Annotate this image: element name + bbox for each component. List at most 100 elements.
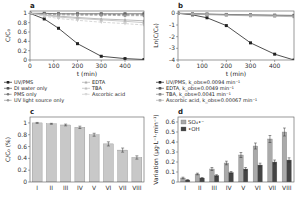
x-tick-label: II [198,184,202,191]
series-marker [76,42,79,45]
series-marker [191,13,194,16]
legend-label: Ascorbic acid, k_obs=0.00067 min⁻¹ [166,97,257,104]
y-tick-label: 0.2 [17,47,27,54]
legend-swatch [181,127,186,131]
bar [89,135,99,182]
error-bar [230,172,233,174]
y-tick [176,122,178,123]
y-tick-label: 1 [23,119,27,126]
error-bar [182,177,185,179]
legend-label: SO₄•⁻ [188,119,204,125]
y-tick [176,36,178,37]
y-tick-label: 0 [23,56,27,63]
series-marker [225,13,228,16]
x-tick-label: 400 [269,62,281,69]
x-tick-label: 300 [96,62,108,69]
error-bar [121,148,124,152]
panel-line: a00.20.40.60.81C/C₀0100200300400t (min)U… [4,2,146,104]
series-marker [123,19,126,22]
x-tick-label: 300 [245,62,257,69]
y-tick [176,182,178,183]
series-line [178,13,294,16]
bar [272,162,277,182]
series-marker [225,24,228,27]
legend: SO₄•⁻•OH [181,119,204,132]
legend-marker [7,93,10,96]
series-marker [191,12,194,15]
x-tick-label: 0 [176,62,180,69]
series-marker [100,14,103,17]
series-marker [249,14,252,17]
bar [229,173,234,183]
series-marker [191,13,194,16]
legend-swatch [156,88,164,89]
series-marker [273,53,276,56]
x-axis-label: t (min) [77,70,97,77]
legend-swatch [156,94,164,95]
x-tick-label: VII [268,184,276,191]
y-tick-label: 0.2 [17,166,27,173]
y-tick [176,48,178,49]
panel-bar: d00.10.20.30.40.50.6Variation (μg·L⁻¹·mi… [152,108,294,191]
legend-swatch [4,100,12,101]
x-tick-label: V [241,184,246,191]
panel-title: d [178,108,183,116]
y-tick-label: -3 [169,44,175,51]
legend-marker [85,81,88,84]
legend-marker [159,93,162,96]
y-tick-label: -2 [169,33,175,40]
x-tick-label: 0 [28,62,32,69]
series-marker [57,27,60,30]
x-tick-label: VI [105,184,111,191]
bar [282,132,287,182]
y-tick-label: 1 [23,9,27,16]
series-marker [206,13,209,16]
plot-frame [30,117,144,182]
y-tick-label: 0.6 [17,28,27,35]
y-axis-label: C/C₀ (%) [4,137,11,162]
bar [132,157,142,182]
error-bar [283,128,286,136]
y-tick-label: 0 [23,178,27,185]
error-bar [201,178,204,179]
series-line [30,13,144,25]
x-tick-label: VIII [132,184,142,191]
legend-swatch [4,88,12,89]
legend-marker [85,87,88,90]
legend-swatch [4,82,12,83]
y-tick [176,142,178,143]
series-line [30,13,144,20]
bar [195,174,200,182]
bar [268,139,273,182]
panel-title: b [178,2,183,10]
error-bar [107,142,110,146]
x-tick-label: II [50,184,54,191]
y-axis-label: Variation (μg·L⁻¹·min⁻¹) [152,114,160,184]
bar [210,169,215,182]
error-bar [93,133,96,136]
x-tick-label: 400 [119,62,131,69]
plot-marks [30,12,144,60]
series-marker [100,13,103,16]
y-tick-label: 0.4 [17,154,27,161]
series-marker [249,14,252,17]
legend-marker [159,81,162,84]
y-tick-label: 0.2 [165,158,175,165]
series-marker [191,12,194,15]
x-tick-label: I [36,184,38,191]
y-tick-label: -1 [169,21,175,28]
error-bar [186,179,189,181]
legend-marker [159,87,162,90]
series-marker [76,13,79,16]
y-tick-label: -4 [169,56,175,63]
y-tick-label: 0 [171,178,175,185]
panel-bar: c00.20.40.60.81C/C₀ (%)IIIIIIIVVVIVIIVII… [4,108,144,191]
legend-label: UV light source only [14,97,64,104]
y-tick [176,25,178,26]
series-marker [123,22,126,25]
legend-marker [85,93,88,96]
series-marker [225,13,228,16]
figure: a00.20.40.60.81C/C₀0100200300400t (min)U… [0,0,300,200]
y-tick [176,60,178,61]
series-marker [76,19,79,22]
